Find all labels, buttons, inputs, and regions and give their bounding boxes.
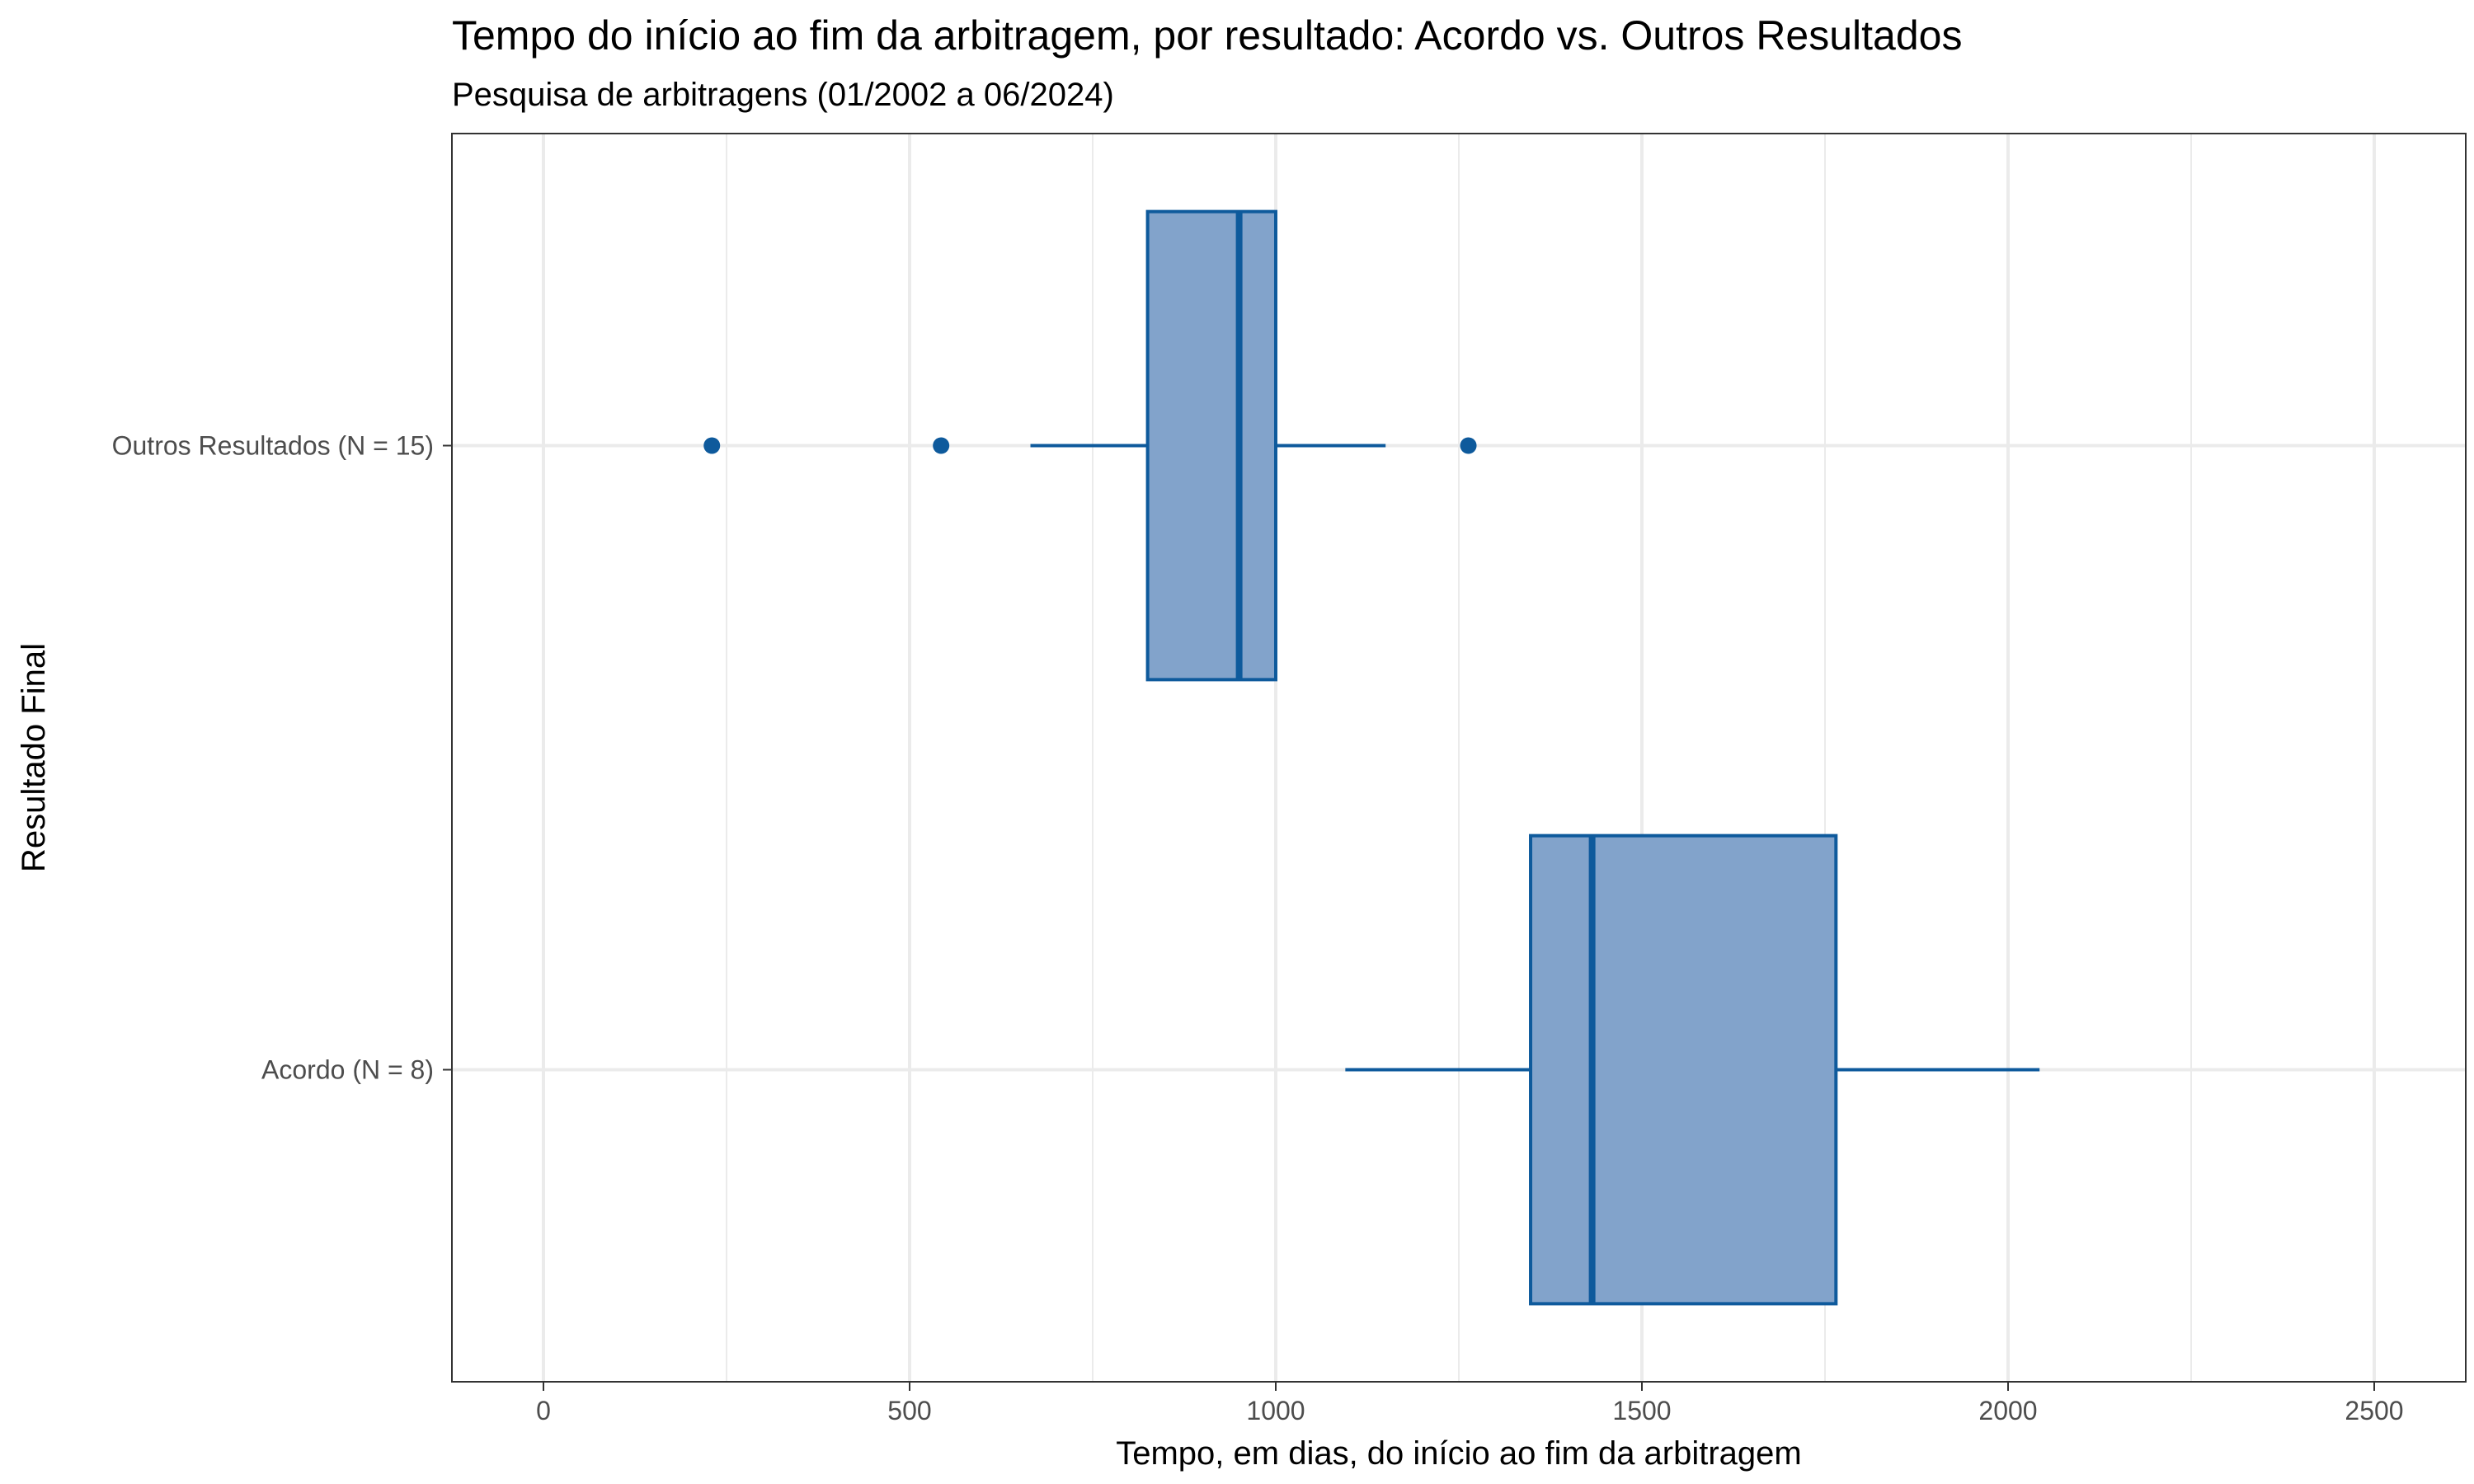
x-axis-title: Tempo, em dias, do início ao fim da arbi… [1116, 1435, 1802, 1472]
outlier-point [933, 437, 950, 454]
boxplot [703, 209, 1477, 682]
outlier-point [1460, 437, 1477, 454]
x-tick-label: 2000 [1978, 1396, 2037, 1425]
outlier-point [703, 437, 721, 454]
plot-panel [451, 133, 2467, 1383]
x-tick-label: 2500 [2345, 1396, 2403, 1425]
boxplots [703, 209, 2040, 1306]
y-tick-label: Acordo (N = 8) [261, 1055, 434, 1085]
boxplot [1345, 834, 2040, 1306]
chart-subtitle: Pesquisa de arbitragens (01/2002 a 06/20… [452, 77, 1114, 113]
x-tick-label: 0 [536, 1396, 551, 1425]
x-tick-label: 500 [887, 1396, 931, 1425]
x-axis: 0 500 1000 1500 2000 2500 [536, 1382, 2404, 1425]
grid-minor [726, 134, 2192, 1382]
x-tick-label: 1000 [1246, 1396, 1305, 1425]
panel-border [451, 133, 2467, 1383]
y-axis: Acordo (N = 8) Outros Resultados (N = 15) [112, 431, 452, 1085]
x-tick-label: 1500 [1612, 1396, 1671, 1425]
y-axis-title: Resultado Final [16, 643, 52, 872]
y-tick-label: Outros Resultados (N = 15) [112, 431, 434, 461]
box-iqr [1145, 209, 1277, 682]
box-iqr [1529, 834, 1838, 1306]
chart-title: Tempo do início ao fim da arbitragem, po… [452, 12, 1962, 59]
